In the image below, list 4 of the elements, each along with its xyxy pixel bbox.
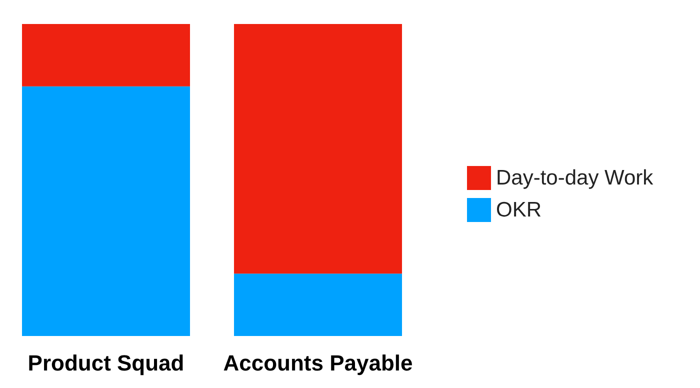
legend-label: Day-to-day Work: [496, 166, 654, 190]
legend-label: OKR: [496, 198, 542, 222]
x-tick-label: Accounts Payable: [223, 350, 413, 376]
x-tick-label: Product Squad: [28, 350, 184, 376]
